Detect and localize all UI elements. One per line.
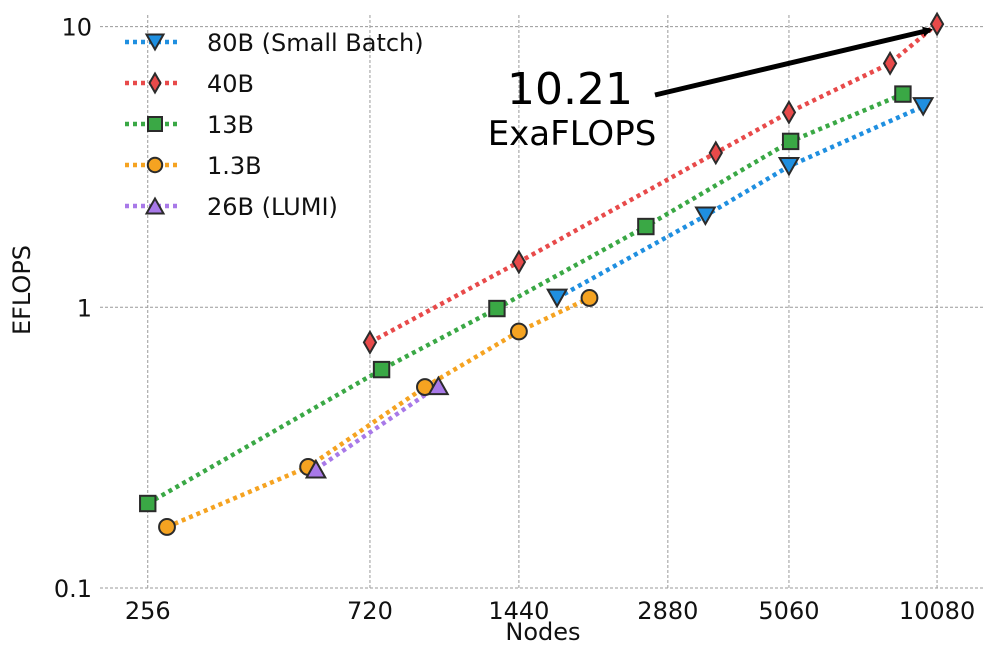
legend-label: 40B [207,70,254,98]
x-tick-label: 5060 [758,597,819,625]
annotation-unit: ExaFLOPS [488,114,657,154]
legend-marker [144,33,166,52]
x-tick-label: 720 [347,597,393,625]
peak-annotation: 10.21 ExaFLOPS [488,26,933,154]
data-point [511,249,527,275]
series-line [555,104,925,300]
legend-label: 13B [207,111,254,139]
series-line [314,383,440,472]
data-point [781,132,800,151]
data-point [362,329,378,355]
x-tick-label: 256 [125,597,171,625]
y-tick-label: 10 [61,14,92,42]
data-point [580,289,599,307]
data-point [372,360,391,379]
data-point [139,494,157,513]
data-point [304,458,328,479]
x-tick-label: 2880 [637,597,698,625]
x-tick-label: 1440 [488,597,549,625]
data-point [929,11,945,37]
legend: 80B (Small Batch) 40B 13B 1.3B 26B (LUMI) [125,29,424,221]
legend-marker [148,71,162,95]
data-point [708,140,724,166]
legend-label: 1.3B [207,152,262,180]
data-point [882,50,898,76]
data-point [427,375,450,396]
y-tick-label: 1 [77,294,92,322]
data-point [894,85,912,103]
annotation-value: 10.21 [507,64,633,115]
data-point [488,299,506,318]
data-point [781,99,797,125]
data-point [546,288,569,309]
grid [100,15,985,589]
series-lines [146,22,939,530]
legend-label: 80B (Small Batch) [207,29,424,57]
series-line [146,92,904,506]
data-point [637,217,655,236]
legend-marker [144,196,166,215]
y-tick-label: 0.1 [54,575,92,603]
series-line [368,22,939,345]
legend-marker [146,156,164,174]
data-point [158,518,176,536]
data-point [694,206,717,226]
series-markers [139,11,945,536]
y-axis-title: EFLOPS [8,245,36,335]
legend-marker [147,116,163,132]
tick-labels: 256 720 1440 2880 5060 10080 0.1 1 10 [54,14,975,625]
data-point [912,97,935,117]
x-axis-title: Nodes [505,618,580,646]
x-tick-label: 10080 [899,597,975,625]
data-point [509,322,528,341]
data-point [777,157,801,177]
annotation-arrow [654,26,933,98]
legend-label: 26B (LUMI) [207,193,338,221]
